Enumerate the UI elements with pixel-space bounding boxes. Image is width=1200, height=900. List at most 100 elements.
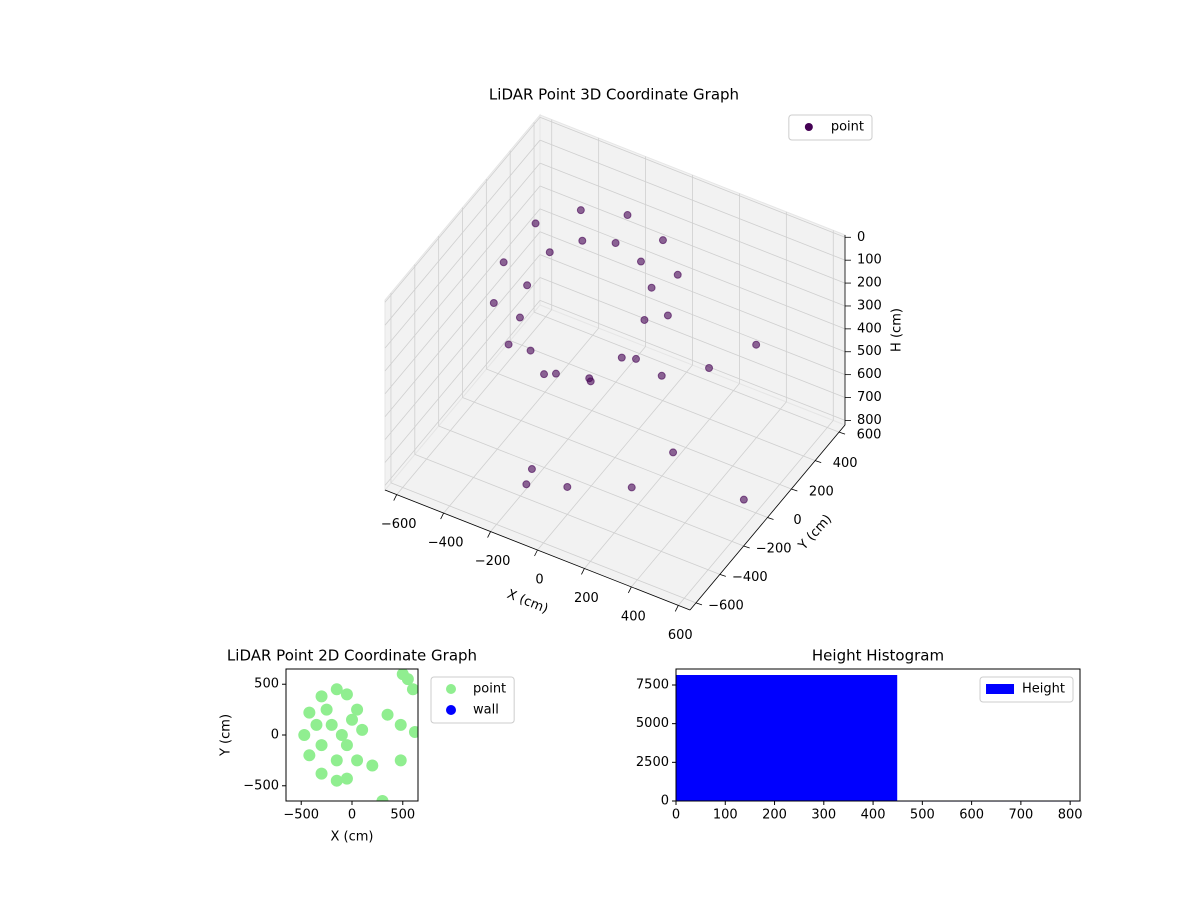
x-tick-label: 200: [574, 591, 599, 606]
point: [739, 495, 748, 504]
point: [515, 313, 524, 322]
y-tick-label: 200: [809, 485, 834, 500]
y-tick-label: 0: [271, 728, 279, 743]
x-tick-label: 600: [668, 628, 693, 643]
tick-mark: [487, 531, 491, 538]
z-tick-label: 200: [857, 276, 882, 291]
point: [489, 298, 498, 307]
tick-mark: [534, 549, 538, 557]
point: [585, 374, 594, 383]
x-tick-label: 500: [390, 808, 415, 823]
y-axis-label: Y (cm): [219, 714, 234, 757]
legend-box: [788, 114, 873, 141]
point: [527, 465, 536, 474]
grid-line: [384, 117, 541, 303]
z-tick-label: 400: [857, 321, 882, 336]
legend: Height: [979, 676, 1074, 703]
y-tick-label: 400: [833, 456, 858, 471]
x-tick-label: −400: [428, 536, 464, 551]
point: [340, 688, 353, 701]
x-tick-label: 100: [713, 808, 738, 823]
tick-mark: [743, 545, 750, 549]
point: [335, 729, 348, 741]
point: [330, 774, 343, 787]
point: [636, 257, 645, 266]
grid-line: [539, 116, 846, 238]
axes-frame: [675, 668, 1081, 802]
z-tick-label: 100: [857, 253, 882, 268]
point: [623, 211, 632, 220]
grid-line: [539, 185, 846, 307]
legend-marker: [986, 684, 1015, 694]
z-tick-label: 800: [857, 413, 882, 428]
point: [303, 706, 316, 719]
grid-line: [390, 482, 697, 604]
point: [669, 448, 678, 457]
grid-line: [533, 311, 840, 433]
chart-title: Height Histogram: [812, 647, 944, 665]
point: [315, 690, 328, 703]
tick-mark: [767, 517, 774, 520]
point: [340, 739, 353, 752]
tick-mark: [627, 586, 632, 594]
legend-label: wall: [473, 703, 499, 718]
legend-box: [979, 676, 1074, 703]
point: [540, 370, 549, 379]
point: [298, 729, 311, 741]
grid-line: [462, 397, 768, 518]
plot-area: [298, 669, 418, 801]
grid-line: [384, 162, 541, 349]
point: [330, 754, 343, 767]
x-tick-label: 700: [1008, 808, 1033, 823]
legend-label: point: [473, 682, 506, 697]
point: [617, 353, 626, 362]
point: [394, 718, 407, 731]
point: [340, 772, 353, 785]
grid-line: [384, 277, 541, 463]
point: [631, 354, 640, 363]
point: [356, 723, 369, 736]
tick-mark: [815, 460, 822, 463]
x-tick-label: −200: [475, 554, 511, 569]
y-tick-label: 600: [857, 428, 882, 443]
y-tick-label: 0: [661, 794, 669, 809]
point: [351, 703, 364, 716]
point: [346, 713, 358, 726]
y-tick-label: −600: [708, 598, 744, 613]
point: [705, 363, 714, 372]
point: [504, 340, 513, 349]
point: [576, 206, 585, 215]
y-tick-label: 5000: [636, 716, 669, 731]
tick-mark: [695, 602, 703, 606]
x-tick-label: 200: [762, 808, 787, 823]
point: [325, 718, 338, 731]
x-tick-label: 0: [672, 808, 680, 823]
point: [499, 258, 508, 267]
tick-mark: [440, 512, 445, 520]
point: [394, 754, 407, 767]
point: [526, 346, 535, 355]
grid-line: [414, 454, 720, 575]
point: [381, 708, 394, 721]
y-tick-label: −500: [243, 778, 279, 793]
y-tick-label: 500: [254, 677, 279, 692]
grid-line: [510, 340, 816, 461]
y-axis-line: [689, 424, 846, 611]
grid-line: [384, 208, 541, 395]
point: [551, 369, 560, 378]
grid-line: [384, 231, 541, 418]
point: [351, 754, 364, 767]
point: [522, 480, 531, 489]
z-tick-label: 300: [857, 298, 882, 313]
tick-mark: [393, 494, 398, 501]
point: [303, 749, 316, 762]
point: [658, 236, 667, 245]
tick-mark: [674, 605, 679, 612]
point: [320, 703, 333, 716]
point: [408, 725, 418, 738]
z-tick-label: 0: [857, 230, 865, 245]
tick-mark: [581, 568, 585, 575]
point: [310, 718, 323, 731]
point: [657, 371, 666, 380]
grid-line: [384, 139, 541, 326]
